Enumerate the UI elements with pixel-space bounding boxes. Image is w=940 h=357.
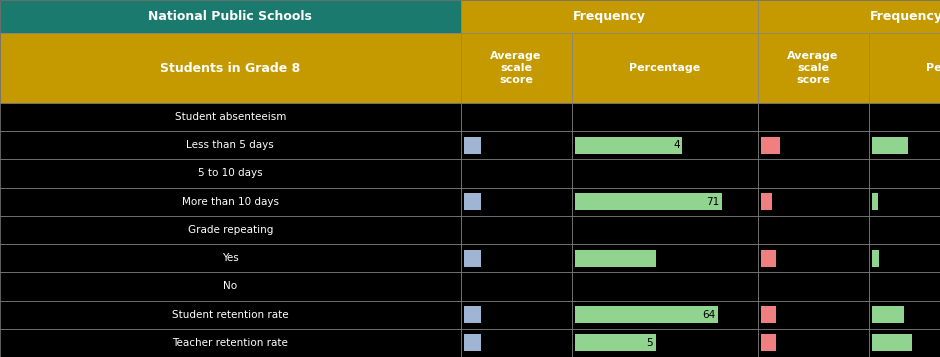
Text: 64: 64 [702, 310, 715, 320]
Bar [464, 335, 481, 351]
Text: Student absenteeism: Student absenteeism [175, 112, 286, 122]
Text: 5 to 10 days: 5 to 10 days [198, 169, 262, 178]
Bar [0, 159, 461, 187]
Bar [869, 329, 940, 357]
Bar [869, 272, 940, 301]
Bar [572, 159, 758, 187]
Bar [758, 187, 869, 216]
Text: Yes: Yes [222, 253, 239, 263]
Bar [461, 33, 572, 103]
Bar [461, 244, 572, 272]
Bar [872, 137, 908, 154]
Bar [461, 272, 572, 301]
Bar [0, 131, 461, 159]
Bar [0, 33, 461, 103]
Bar [872, 306, 904, 323]
Bar [761, 137, 780, 154]
Text: 71: 71 [706, 197, 719, 207]
Text: Average
scale
score: Average scale score [788, 51, 838, 85]
Bar [461, 159, 572, 187]
Bar [464, 306, 481, 323]
Bar [869, 301, 940, 329]
Text: Average
scale
score: Average scale score [491, 51, 541, 85]
Text: Percentage: Percentage [629, 63, 700, 73]
Text: National Public Schools: National Public Schools [149, 10, 312, 23]
Text: Student retention rate: Student retention rate [172, 310, 289, 320]
Bar [0, 301, 461, 329]
Text: Students in Grade 8: Students in Grade 8 [160, 61, 301, 75]
Bar [572, 33, 758, 103]
Text: More than 10 days: More than 10 days [181, 197, 279, 207]
Bar [461, 103, 572, 131]
Bar [758, 272, 869, 301]
Text: Teacher retention rate: Teacher retention rate [172, 338, 289, 348]
Bar [461, 301, 572, 329]
Bar [0, 329, 461, 357]
Bar [758, 103, 869, 131]
Bar [761, 250, 776, 267]
Bar [572, 301, 758, 329]
Bar [575, 137, 682, 154]
Bar [572, 244, 758, 272]
Bar [872, 193, 878, 210]
Bar [761, 193, 772, 210]
Text: Frequency: Frequency [572, 10, 646, 23]
Bar [758, 216, 869, 244]
Bar [869, 216, 940, 244]
Text: Frequency: Frequency [870, 10, 940, 23]
Bar [572, 131, 758, 159]
Bar [464, 137, 481, 154]
Text: Percentage: Percentage [926, 63, 940, 73]
Bar [464, 250, 481, 267]
Bar [758, 244, 869, 272]
Bar [869, 244, 940, 272]
Bar [0, 103, 461, 131]
Bar [758, 131, 869, 159]
Bar [758, 301, 869, 329]
Bar [758, 329, 869, 357]
Bar [758, 33, 869, 103]
Bar [575, 250, 656, 267]
Text: 4: 4 [673, 140, 680, 150]
Bar [575, 335, 656, 351]
Bar [0, 272, 461, 301]
Text: 5: 5 [646, 338, 652, 348]
Bar [464, 193, 481, 210]
Bar [0, 244, 461, 272]
Bar [0, 0, 461, 33]
Bar [869, 187, 940, 216]
Bar [572, 103, 758, 131]
Bar [869, 33, 940, 103]
Bar [575, 193, 722, 210]
Bar [572, 272, 758, 301]
Bar [572, 216, 758, 244]
Bar [761, 306, 776, 323]
Bar [461, 216, 572, 244]
Bar [758, 0, 940, 33]
Bar [461, 187, 572, 216]
Bar [758, 159, 869, 187]
Bar [872, 335, 912, 351]
Bar [872, 250, 880, 267]
Bar [572, 329, 758, 357]
Bar [572, 187, 758, 216]
Bar [575, 306, 718, 323]
Bar [869, 159, 940, 187]
Bar [461, 329, 572, 357]
Bar [0, 187, 461, 216]
Text: Grade repeating: Grade repeating [188, 225, 273, 235]
Bar [761, 335, 776, 351]
Text: No: No [223, 281, 238, 291]
Bar [869, 131, 940, 159]
Bar [0, 216, 461, 244]
Bar [869, 103, 940, 131]
Bar [461, 0, 758, 33]
Text: Less than 5 days: Less than 5 days [186, 140, 274, 150]
Bar [461, 131, 572, 159]
